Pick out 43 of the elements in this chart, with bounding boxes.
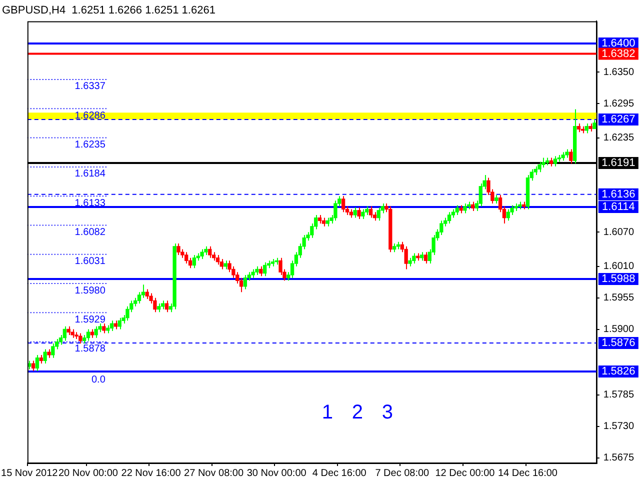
x-tick-label: 4 Dec 16:00 [312,468,367,479]
y-tick-label: 1.5955 [603,292,634,304]
ref-line-label: 1.5878 [74,344,106,355]
ref-line-label: 1.6114 [602,200,635,213]
y-tick-label: 1.6070 [603,226,634,238]
annotation: 1 [322,402,333,424]
ref-line-label: 1.5826 [602,366,636,378]
ref-line-label: 1.6400 [602,38,636,50]
x-tick-label: 20 Nov 00:00 [58,468,118,479]
ref-line-label: 1.5988 [602,272,636,285]
y-tick-label: 1.6235 [603,132,634,144]
x-tick-label: 30 Nov 00:00 [246,468,307,479]
ref-line-label: 1.6267 [602,114,636,126]
ref-line-label: 1.6133 [74,198,106,209]
ref-line-label: 1.5980 [74,285,106,296]
y-tick-label: 1.6010 [603,261,634,272]
ref-line-label: 1.6382 [602,48,636,60]
y-tick-label: 1.5785 [603,390,634,401]
ref-line-label: 1.5929 [74,314,106,326]
annotation: 2 [352,402,363,424]
y-tick-label: 1.6295 [603,98,634,110]
chart-title: GBPUSD,H4 1.6251 1.6266 1.6251 1.6261 [2,4,216,17]
y-tick-label: 1.6350 [603,66,634,78]
x-tick-label: 14 Dec 16:00 [498,468,558,479]
ref-line-label: 1.6184 [74,168,106,180]
ref-line-label: 1.6136 [602,188,636,200]
ref-line-label: 1.6286 [74,110,106,122]
ref-line-label: 1.6235 [74,140,106,151]
x-tick-label: 12 Dec 00:00 [435,468,496,479]
x-tick-label: 15 Nov 2012 [1,468,58,479]
y-tick-label: 1.5730 [603,421,634,432]
ref-line-label: 1.6082 [74,226,106,238]
y-tick-label: 1.5675 [603,452,634,464]
annotation: 3 [382,402,393,424]
annotation: 0.0 [91,374,106,386]
x-tick-label: 7 Dec 08:00 [375,468,430,479]
y-tick-label: 1.5900 [603,324,634,336]
ref-line-label: 1.6191 [602,156,636,169]
ref-line-label: 1.6337 [74,81,106,92]
x-tick-label: 27 Nov 08:00 [184,468,244,479]
ref-line-label: 1.5876 [602,337,636,350]
ref-line-label: 1.6031 [74,256,106,268]
x-tick-label: 22 Nov 16:00 [121,468,182,479]
